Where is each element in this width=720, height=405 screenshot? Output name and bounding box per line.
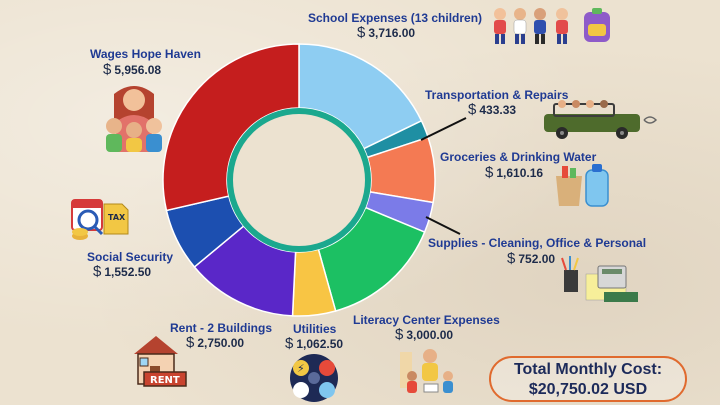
svg-text:RENT: RENT	[150, 375, 180, 386]
value-utilities-amount: 1,062.50	[296, 337, 344, 351]
label-transport: Transportation & Repairs	[425, 88, 569, 102]
label-utilities: Utilities	[293, 322, 337, 336]
total-amount: $20,750.02 USD	[528, 381, 648, 398]
currency-symbol: $	[186, 334, 195, 351]
currency-symbol: $	[485, 164, 494, 181]
value-rent: $2,750.00	[186, 335, 244, 351]
value-transport: $433.33	[468, 102, 516, 118]
value-literacy-amount: 3,000.00	[406, 328, 454, 342]
value-supplies: $752.00	[507, 251, 555, 267]
svg-text:⚡: ⚡	[297, 362, 305, 375]
office-supplies-icon	[561, 256, 638, 302]
label-literacy: Literacy Center Expenses	[353, 313, 500, 327]
value-groceries-amount: 1,610.16	[496, 166, 544, 180]
label-school: School Expenses (13 children)	[308, 11, 483, 25]
label-wages: Wages Hope Haven	[90, 47, 201, 61]
family-icon	[106, 86, 162, 152]
currency-symbol: $	[285, 335, 294, 352]
value-utilities: $1,062.50	[285, 336, 343, 352]
label-rent: Rent - 2 Buildings	[170, 321, 272, 335]
label-supplies: Supplies - Cleaning, Office & Personal	[428, 236, 647, 250]
tax-calendar-icon: TAX	[71, 199, 129, 240]
rent-house-icon: RENT	[134, 336, 187, 387]
groceries-water-icon	[556, 164, 609, 207]
inner-ring	[227, 108, 371, 252]
currency-symbol: $	[468, 101, 477, 118]
total-monthly-cost-badge: Total Monthly Cost: $20,750.02 USD	[489, 356, 687, 402]
value-school-amount: 3,716.00	[368, 26, 416, 40]
value-wages: $5,956.08	[103, 62, 161, 78]
reading-children-icon	[400, 349, 453, 393]
currency-symbol: $	[357, 24, 366, 41]
value-supplies-amount: 752.00	[518, 252, 556, 266]
total-label: Total Monthly Cost:	[513, 361, 663, 378]
value-transport-amount: 433.33	[479, 103, 517, 117]
label-social-security: Social Security	[87, 250, 174, 264]
currency-symbol: $	[103, 61, 112, 78]
value-school: $3,716.00	[357, 25, 415, 41]
svg-text:TAX: TAX	[108, 213, 126, 222]
school-children-icon	[494, 8, 610, 44]
value-wages-amount: 5,956.08	[114, 63, 162, 77]
currency-symbol: $	[395, 326, 404, 343]
leader-line-transport	[420, 117, 467, 141]
value-rent-amount: 2,750.00	[197, 336, 245, 350]
utilities-icon: ⚡	[290, 354, 338, 402]
label-groceries: Groceries & Drinking Water	[440, 150, 597, 164]
value-social-security-amount: 1,552.50	[104, 265, 152, 279]
value-social-security: $1,552.50	[93, 264, 151, 280]
value-groceries: $1,610.16	[485, 165, 543, 181]
currency-symbol: $	[93, 263, 102, 280]
leader-line-supplies	[425, 216, 461, 235]
safari-jeep-icon	[544, 100, 658, 139]
currency-symbol: $	[507, 250, 516, 267]
value-literacy: $3,000.00	[395, 327, 453, 343]
